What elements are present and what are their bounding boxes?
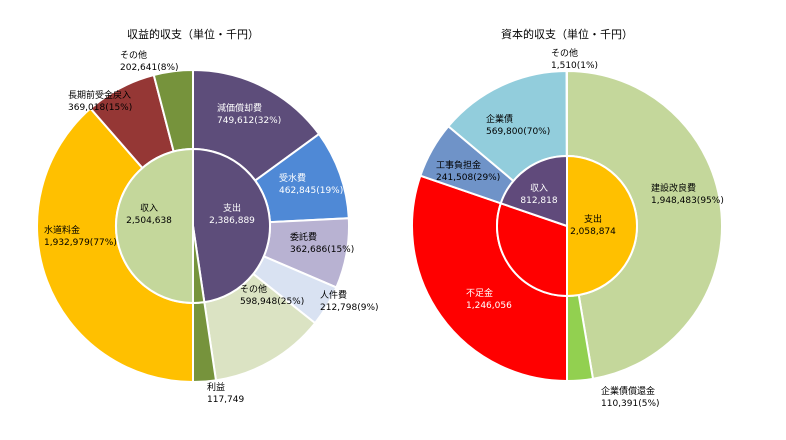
chart2-group: 建設改良費 1,948,483(95%) 企業債償還金 110,391(5%) 不足金 1… <box>411 47 724 409</box>
chart2-outer-label-1: 企業債償還金 <box>601 385 655 397</box>
chart2-outer-label-4: 企業債 <box>486 113 513 125</box>
chart2-inner-slice-2 <box>499 154 568 228</box>
chart1-inner-slice-0 <box>192 147 271 304</box>
chart2-inner-value-2: 812,818 <box>520 196 557 206</box>
chart2-title: 資本的収支（単位・千円） <box>501 27 633 41</box>
chart2-outer-label-0: 建設改良費 <box>651 182 696 194</box>
chart1-outer-label-8: その他 <box>120 49 147 61</box>
chart1-outer-label-1: 受水費 <box>279 172 306 184</box>
chart1-inner-label-0: 支出 <box>223 202 241 214</box>
chart1-outer-label-4: その他 <box>240 283 267 295</box>
chart1-outer-value-8: 202,641(8%) <box>120 63 179 73</box>
chart2-outer-value-5: 1,510(1%) <box>551 61 598 71</box>
chart1-inner-slice-2 <box>115 147 194 305</box>
chart1-group: 減価償却費 749,612(32%) 受水費 462,845(19%) 委託費 362,6… <box>36 49 379 405</box>
chart1-outer-value-7: 369,018(15%) <box>68 103 132 113</box>
chart1-title: 収益的収支（単位・千円） <box>127 27 259 41</box>
chart1-outer-label-7: 長期前受金戻入 <box>68 89 131 101</box>
chart2-outer-value-2: 1,246,056 <box>466 301 512 311</box>
chart2-outer-value-4: 569,800(70%) <box>486 127 550 137</box>
chart2-inner-label-2: 収入 <box>530 182 548 194</box>
chart2-outer-value-1: 110,391(5%) <box>601 399 660 409</box>
chart2-inner-label-0: 支出 <box>584 213 602 225</box>
chart1-outer-value-3: 212,798(9%) <box>320 303 379 313</box>
chart1-outer-label-6: 水道料金 <box>44 224 80 236</box>
chart1-outer-value-2: 362,686(15%) <box>290 245 354 255</box>
chart1-inner-value-2: 2,504,638 <box>126 216 172 226</box>
chart1-inner-value-0: 2,386,889 <box>209 216 255 226</box>
chart2-outer-label-5: その他 <box>551 47 578 59</box>
chart1-outer-value-5: 117,749 <box>207 395 244 405</box>
chart2-outer-value-0: 1,948,483(95%) <box>651 196 724 206</box>
chart2-inner-value-0: 2,058,874 <box>570 227 616 237</box>
chart2-inner-slice-1 <box>496 202 568 298</box>
chart1-outer-label-2: 委託費 <box>290 231 317 243</box>
chart2-inner-slice-0 <box>566 154 638 298</box>
chart1-outer-value-6: 1,932,979(77%) <box>44 238 117 248</box>
chart1-outer-value-4: 598,948(25%) <box>240 297 304 307</box>
chart2-outer-value-3: 241,508(29%) <box>436 173 500 183</box>
chart2-outer-label-2: 不足金 <box>466 287 493 299</box>
chart1-outer-label-5: 利益 <box>207 381 225 393</box>
chart1-outer-label-0: 減価償却費 <box>217 102 262 114</box>
chart1-inner-label-2: 収入 <box>140 202 158 214</box>
chart2-outer-label-3: 工事負担金 <box>436 159 481 171</box>
chart1-outer-value-0: 749,612(32%) <box>217 116 281 126</box>
chart1-outer-label-3: 人件費 <box>320 289 347 301</box>
chart1-outer-value-1: 462,845(19%) <box>279 186 343 196</box>
